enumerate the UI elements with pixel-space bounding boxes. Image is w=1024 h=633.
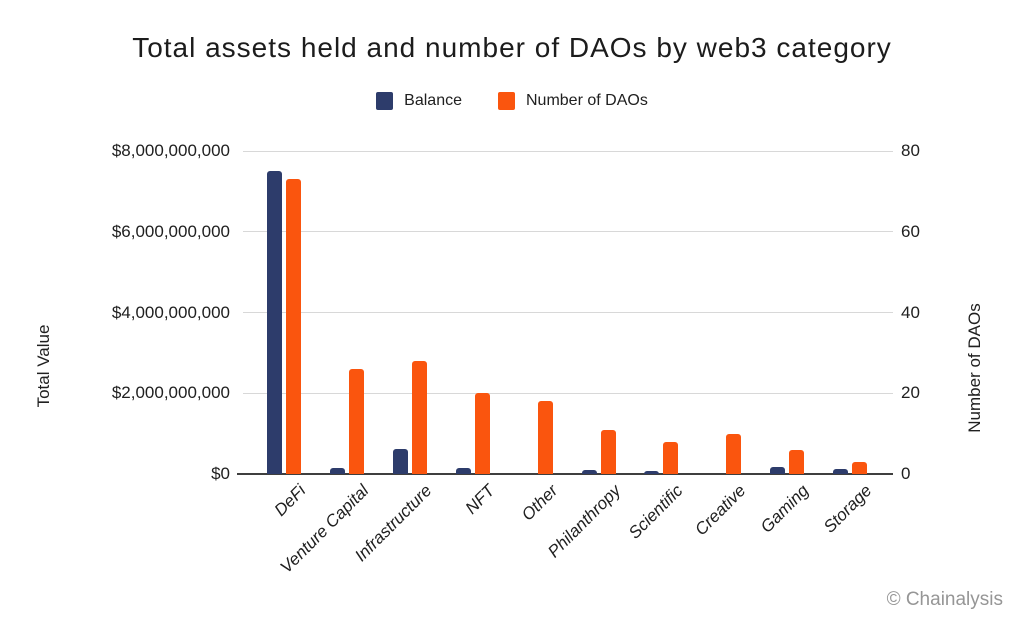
bar-balance-nft: [455, 467, 471, 474]
bar-balance-gaming: [770, 467, 786, 474]
left-axis-tick-label: $0: [211, 464, 230, 483]
right-axis-tick-label: 20: [901, 383, 920, 403]
right-axis-tick-label: 60: [901, 221, 920, 241]
bar-balance-venture-capital: [329, 467, 345, 474]
x-tick-label-other: Other: [517, 481, 562, 525]
right-axis-tick-label: 80: [901, 141, 920, 160]
bar-balance-infrastructure: [392, 448, 408, 474]
x-tick-label-nft: NFT: [461, 481, 499, 518]
legend-swatch-number-of-daos: [498, 92, 515, 110]
gridline: [243, 231, 893, 233]
legend: Balance Number of DAOs: [0, 92, 1024, 110]
x-tick-label-creative: Creative: [691, 481, 750, 540]
x-axis-line: [237, 473, 893, 475]
left-axis-tick-label: $6,000,000,000: [111, 221, 230, 241]
x-tick-label-storage: Storage: [819, 481, 876, 537]
right-axis-tick-label: 40: [901, 302, 920, 322]
bar-daos-nft: [474, 393, 490, 474]
bar-daos-infrastructure: [411, 360, 427, 474]
legend-swatch-balance: [376, 92, 394, 110]
left-axis-tick-label: $4,000,000,000: [111, 302, 230, 322]
bar-daos-storage: [852, 461, 868, 474]
legend-label-balance: Balance: [404, 92, 462, 109]
bar-daos-defi: [286, 179, 301, 474]
bar-daos-venture-capital: [348, 369, 364, 474]
gridline: [243, 392, 893, 394]
bar-daos-other: [537, 401, 553, 474]
x-tick-label-defi: DeFi: [270, 481, 310, 520]
legend-item-number-of-daos: Number of DAOs: [498, 92, 648, 110]
left-axis-tick-label: $2,000,000,000: [111, 383, 230, 403]
left-axis-title: Total Value: [34, 324, 53, 408]
watermark-chainalysis: © Chainalysis: [886, 589, 1003, 610]
right-axis-tick-label: 0: [901, 464, 911, 483]
bar-balance-defi: [267, 171, 282, 474]
x-tick-label-gaming: Gaming: [757, 481, 813, 537]
gridline: [243, 312, 893, 313]
bar-balance-storage: [833, 469, 849, 474]
bar-daos-gaming: [789, 449, 805, 474]
legend-label-number-of-daos: Number of DAOs: [526, 92, 648, 109]
chart-title: Total assets held and number of DAOs by …: [132, 32, 892, 63]
bar-daos-creative: [726, 433, 742, 474]
plot-area: [237, 150, 893, 475]
gridline: [243, 150, 893, 152]
right-axis-title: Number of DAOs: [965, 303, 984, 433]
legend-item-balance: Balance: [376, 92, 462, 110]
left-axis-tick-label: $8,000,000,000: [111, 141, 230, 160]
bar-daos-scientific: [663, 441, 679, 474]
x-tick-label-scientific: Scientific: [625, 481, 687, 543]
bar-balance-philanthropy: [581, 470, 597, 474]
bar-daos-philanthropy: [600, 429, 616, 474]
bar-balance-scientific: [644, 471, 660, 474]
